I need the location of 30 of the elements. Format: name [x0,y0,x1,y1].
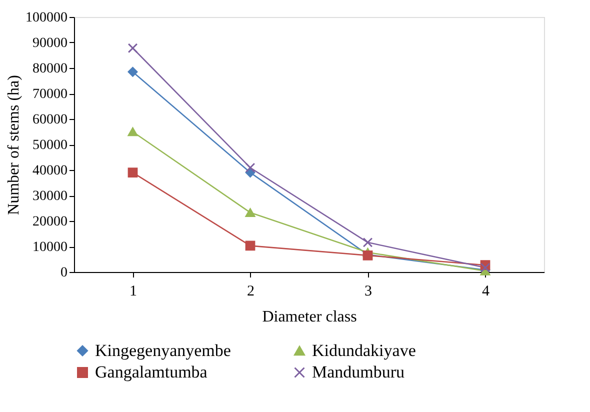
x-axis-title: Diameter class [262,308,357,326]
legend-label: Mandumburu [312,362,406,382]
x-tick-label: 1 [130,284,137,300]
y-tick-label: 10000 [32,240,68,255]
point [245,208,256,217]
point [128,168,138,178]
y-tick-label: 40000 [32,164,68,178]
point [245,240,256,251]
y-tick-label: 90000 [32,36,68,51]
point [128,127,138,136]
x-tick-label: 3 [364,284,372,300]
point [362,237,373,248]
legend-label: Gangalamtumba [95,362,208,382]
y-tick-label: 100000 [26,10,68,26]
point [128,66,138,77]
legend-label: Kingegenyanyembe [95,340,231,360]
y-axis-title: Number of stems (ha) [6,75,22,215]
legend-label: Kidundakiyave [312,340,416,360]
y-tick-label: 50000 [32,138,68,153]
point [128,43,138,54]
y-tick-label: 80000 [32,62,68,76]
y-tick-label: 60000 [32,112,68,128]
x-tick-label: 2 [247,284,254,300]
y-tick-label: 70000 [32,87,68,102]
x-tick-label: 4 [482,284,490,300]
y-tick-label: 20000 [32,214,68,230]
y-tick-label: 0 [60,266,68,280]
y-tick-label: 30000 [32,189,68,204]
point [245,162,256,173]
point [480,262,490,273]
